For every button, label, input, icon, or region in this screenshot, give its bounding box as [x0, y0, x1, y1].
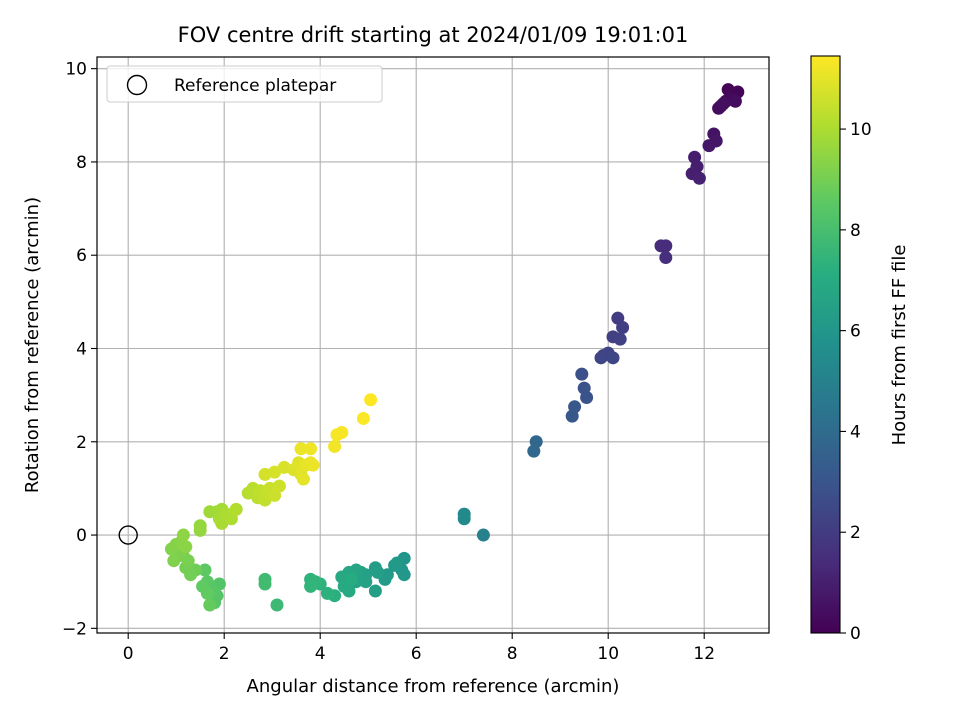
reference-platepar-marker — [118, 525, 138, 545]
data-point — [306, 458, 320, 472]
chart-title: FOV centre drift starting at 2024/01/09 … — [178, 23, 689, 47]
data-point — [356, 411, 370, 425]
data-point — [294, 442, 308, 456]
y-tick-label: 8 — [76, 153, 87, 173]
colorbar-gradient — [810, 55, 841, 634]
colorbar-label: Hours from first FF file — [889, 245, 910, 446]
plot-frame — [96, 56, 770, 634]
data-point — [716, 97, 730, 111]
y-tick-label: 6 — [76, 246, 87, 266]
data-point — [342, 584, 356, 598]
legend-reference-marker — [126, 74, 148, 96]
data-point — [388, 558, 402, 572]
data-point — [272, 479, 286, 493]
x-axis-label: Angular distance from reference (arcmin) — [247, 676, 620, 697]
colorbar-tick-label: 10 — [850, 120, 872, 140]
data-point — [659, 251, 673, 265]
data-point — [613, 332, 627, 346]
data-point — [397, 568, 411, 582]
colorbar-tick-label: 0 — [850, 624, 861, 644]
legend-entry-label: Reference platepar — [174, 76, 336, 96]
data-point — [457, 512, 471, 526]
x-tick-label: 0 — [123, 644, 134, 664]
y-tick-label: 2 — [76, 433, 87, 453]
data-point — [368, 584, 382, 598]
data-point — [320, 586, 334, 600]
data-point — [198, 563, 212, 577]
colorbar-tick-label: 8 — [850, 221, 861, 241]
y-tick-label: 4 — [76, 339, 87, 359]
data-point — [728, 94, 742, 108]
data-point — [179, 540, 193, 554]
data-point — [606, 351, 620, 365]
data-point — [203, 598, 217, 612]
data-point — [176, 528, 190, 542]
data-points — [164, 83, 745, 612]
data-point — [580, 390, 594, 404]
data-point — [527, 444, 541, 458]
data-point — [371, 565, 385, 579]
data-point — [193, 519, 207, 533]
data-point — [702, 139, 716, 153]
y-axis-ticks: −2 0 2 4 6 8 10 — [62, 60, 97, 639]
y-tick-label: 10 — [65, 60, 87, 80]
x-tick-label: 12 — [693, 644, 715, 664]
colorbar-ticks: 0 2 4 6 8 10 — [840, 120, 872, 644]
legend-box — [106, 65, 383, 103]
data-point — [575, 367, 589, 381]
data-point — [476, 528, 490, 542]
y-tick-label: 0 — [76, 526, 87, 546]
data-point — [659, 239, 673, 253]
data-point — [270, 598, 284, 612]
x-tick-label: 4 — [315, 644, 326, 664]
data-point — [258, 577, 272, 591]
data-point — [364, 393, 378, 407]
data-point — [296, 472, 310, 486]
colorbar-tick-label: 2 — [850, 523, 861, 543]
data-point — [304, 579, 318, 593]
x-tick-label: 10 — [597, 644, 619, 664]
data-point — [335, 425, 349, 439]
x-axis-ticks: 0 2 4 6 8 10 12 — [123, 633, 715, 664]
data-point — [594, 351, 608, 365]
colorbar: 0 2 4 6 8 10 Hours from first FF file — [810, 55, 910, 644]
data-point — [328, 439, 342, 453]
legend: Reference platepar — [106, 65, 383, 103]
colorbar-tick-label: 6 — [850, 322, 861, 342]
x-tick-label: 6 — [411, 644, 422, 664]
data-point — [344, 572, 358, 586]
colorbar-tick-label: 4 — [850, 422, 861, 442]
grid-lines — [97, 57, 769, 633]
y-axis-label: Rotation from reference (arcmin) — [22, 197, 43, 493]
data-point — [167, 554, 181, 568]
data-point — [229, 502, 243, 516]
data-point — [616, 321, 630, 335]
x-tick-label: 2 — [219, 644, 230, 664]
data-point — [565, 409, 579, 423]
y-tick-label: −2 — [62, 619, 87, 639]
x-tick-label: 8 — [507, 644, 518, 664]
data-point — [200, 586, 214, 600]
data-point — [692, 171, 706, 185]
data-point — [268, 465, 282, 479]
data-point — [304, 442, 318, 456]
